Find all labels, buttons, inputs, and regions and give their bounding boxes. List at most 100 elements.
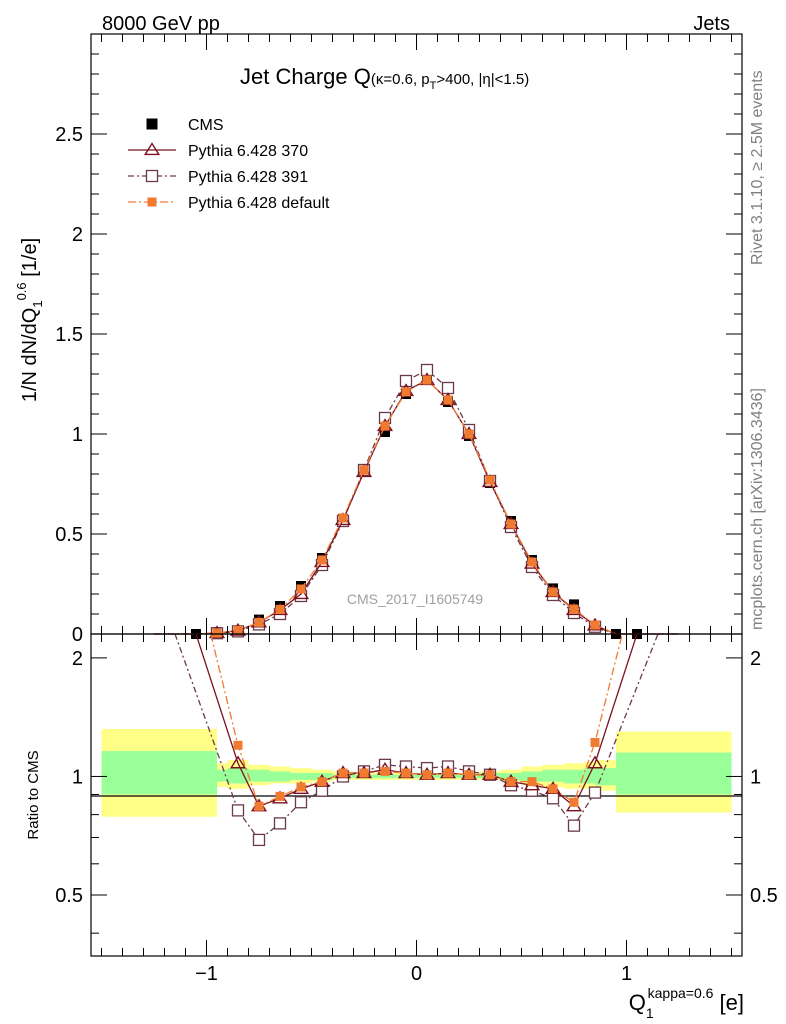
pythia-default-point [359,768,369,778]
band-green [227,768,249,784]
category-label: Jets [693,13,730,35]
main-ytick-label: 1.5 [55,324,83,346]
ratio-series-line [210,633,623,808]
ratio-xlabel: Q1kappa=0.6 [e] [629,985,744,1021]
legend-item: Pythia 6.428 370 [128,142,308,160]
pythia-default-point [254,801,264,811]
ratio-ytick-label: 1 [72,766,83,788]
band-green [290,773,312,780]
pythia-default-point [275,791,285,801]
pythia-391-point [567,819,581,832]
ratio-ytick-label-right: 0.5 [750,885,778,907]
energy-label: 8000 GeV pp [102,13,220,35]
legend-item: Pythia 6.428 default [128,195,330,212]
legend-label: Pythia 6.428 391 [188,169,308,186]
mcplots-label: mcplots.cern.ch [arXiv:1306.3436] [749,388,766,630]
pythia-default-point [338,513,348,523]
ratio-panel: 0.5 0.5 1 1 2 2 −1 0 1 Ratio to CMS Q1kappa=0.6 … [25,633,778,1021]
legend-label: CMS [188,117,224,134]
pythia-default-point [590,737,600,747]
pythia-default-point [485,770,495,780]
pythia-default-point [401,387,411,397]
pythia-default-point [296,584,306,594]
main-ylabel: 1/N dN/dQ10.6 [1/e] [14,238,45,402]
pythia-default-point [317,777,327,787]
band-green [374,774,396,779]
pythia-default-point [527,777,537,787]
band-green [595,768,616,786]
pythia-default-point [569,797,579,807]
pythia-default-point [506,777,516,787]
pythia-370-point [586,755,604,769]
pythia-default-point [506,519,516,529]
pythia-default-point [443,395,453,405]
pythia-default-point [380,421,390,431]
pythia-default-point [464,770,474,780]
pythia-391-point [145,169,159,183]
pythia-default-point [212,628,222,638]
legend-label: Pythia 6.428 370 [188,143,308,160]
pythia-391-point [294,796,308,809]
pythia-391-point [231,804,245,817]
pythia-default-point [338,768,348,778]
pythia-default-point [296,782,306,792]
pythia-default-point [464,429,474,439]
band-green [616,752,732,795]
pythia-default-point [485,475,495,485]
pythia-default-point [275,604,285,614]
legend: CMS Pythia 6.428 370 Pythia 6.428 391 Pythi… [128,117,330,212]
ratio-ytick-label: 2 [72,648,83,670]
ratio-ylabel: Ratio to CMS [25,750,42,839]
band-green [563,769,585,784]
pythia-default-point [548,784,558,794]
band-green [584,768,595,784]
pythia-default-point [401,768,411,778]
ratio-ytick-label-right: 1 [750,766,761,788]
band-green [248,769,270,782]
pythia-391-point [525,784,539,797]
pythia-default-point [254,617,264,627]
pythia-391-point [546,792,560,805]
pythia-default-point [569,604,579,614]
band-green [542,769,564,782]
analysis-id: CMS_2017_I1605749 [347,591,483,607]
main-ytick-label: 2 [72,224,83,246]
pythia-391-point [273,817,287,830]
pythia-default-point [147,197,157,207]
legend-item: CMS [146,117,224,134]
band-green [101,751,217,795]
pythia-default-point [233,740,243,750]
ratio-xtick-label: −1 [195,963,218,985]
pythia-391-point [252,833,266,847]
pythia-391-point [399,374,413,388]
pythia-370-point [229,755,247,769]
band-green [217,769,228,782]
pythia-default-point [359,465,369,475]
ratio-ytick-label-right: 2 [750,648,761,670]
band-green [521,771,543,782]
band-green [269,771,291,782]
main-ytick-label: 0.5 [55,524,83,546]
pythia-370-point [143,142,161,156]
legend-label: Pythia 6.428 default [188,195,330,212]
ratio-xtick-label: 0 [411,963,422,985]
pythia-391-point [588,786,602,799]
pythia-391-point [441,381,455,395]
main-ytick-label: 1 [72,424,83,446]
pythia-default-point [233,625,243,635]
pythia-default-point [422,375,432,385]
cms-point [146,118,158,130]
ratio-series-line [174,633,659,841]
pythia-default-point [548,587,558,597]
pythia-391-point [315,784,329,797]
main-panel: 0 0.5 1 1.5 2 2.5 Jet Charge Q(κ=0.6, pT>400,… [14,33,743,646]
pythia-default-point [590,620,600,630]
pythia-default-point [527,557,537,567]
ratio-ytick-label: 0.5 [55,885,83,907]
pythia-default-point [380,766,390,776]
pythia-default-point [443,768,453,778]
main-title: Jet Charge Q(κ=0.6, pT>400, |η|<1.5) [240,64,529,92]
pythia-default-point [422,770,432,780]
cms-point [380,427,390,437]
